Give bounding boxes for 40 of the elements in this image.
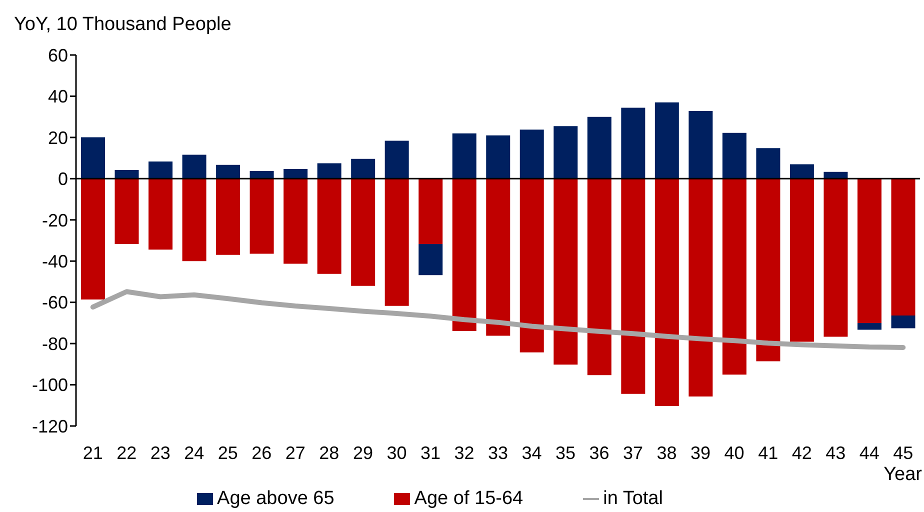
- y-tick-label: 40: [48, 86, 68, 107]
- x-tick-label: 38: [656, 442, 677, 463]
- x-tick-label: 45: [893, 442, 914, 463]
- legend-label: Age of 15-64: [414, 488, 524, 509]
- x-tick-label: 22: [116, 442, 137, 463]
- x-tick-label: 30: [386, 442, 407, 463]
- x-tick-label: 28: [319, 442, 340, 463]
- y-tick-label: -40: [42, 252, 68, 272]
- y-axis-title: YoY, 10 Thousand People: [14, 14, 232, 36]
- x-tick-label: 39: [690, 442, 711, 463]
- x-tick-label: 35: [556, 442, 576, 463]
- x-tick-label: 26: [252, 442, 272, 463]
- x-tick-label: 42: [792, 442, 812, 463]
- y-tick-label: -20: [42, 210, 68, 230]
- x-tick-label: 29: [352, 442, 373, 463]
- y-tick-label: 60: [48, 45, 68, 66]
- y-tick-label: -80: [42, 334, 68, 354]
- x-tick-label: 31: [420, 442, 440, 463]
- x-tick-label: 24: [184, 442, 204, 463]
- y-tick-label: -60: [42, 292, 68, 313]
- y-tick-label: 0: [58, 169, 68, 190]
- y-tick-label: -100: [32, 375, 68, 396]
- legend-label: Age above 65: [217, 488, 334, 509]
- x-tick-label: 27: [285, 442, 306, 463]
- x-tick-label: 44: [859, 442, 880, 463]
- y-tick-label: 20: [48, 128, 68, 148]
- x-tick-label: 43: [826, 442, 846, 463]
- x-tick-label: 37: [623, 442, 644, 463]
- x-tick-label: 40: [724, 442, 744, 463]
- x-axis-title: Year: [884, 464, 922, 486]
- x-tick-label: 34: [522, 442, 542, 463]
- x-tick-label: 41: [758, 442, 778, 463]
- x-tick-label: 36: [589, 442, 610, 463]
- x-tick-label: 21: [82, 442, 103, 463]
- x-tick-label: 25: [218, 442, 238, 463]
- x-tick-label: 23: [150, 442, 170, 463]
- x-tick-label: 33: [488, 442, 508, 463]
- y-tick-label: -120: [32, 416, 68, 436]
- legend-label: in Total: [603, 488, 663, 509]
- x-tick-label: 32: [454, 442, 474, 463]
